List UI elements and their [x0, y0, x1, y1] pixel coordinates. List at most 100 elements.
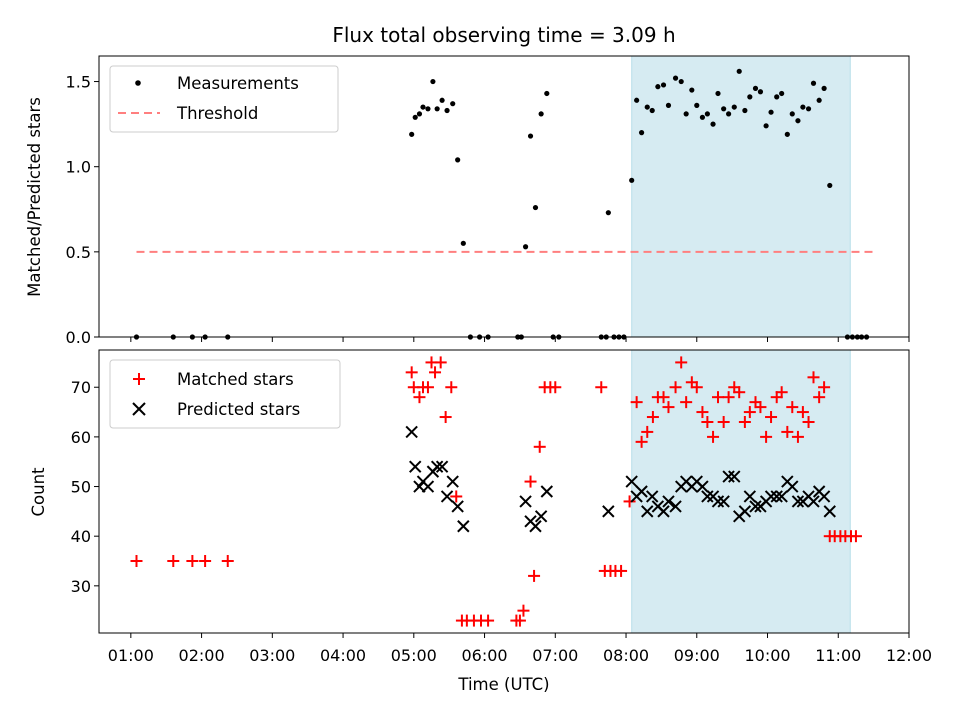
measurement-point — [779, 90, 785, 97]
matched-star-point — [701, 415, 714, 428]
measurement-point — [532, 204, 539, 211]
x-stroke-b — [696, 480, 709, 493]
x-stroke-b — [823, 505, 836, 518]
measurement-point — [731, 104, 737, 110]
x-tick-label: 04:00 — [320, 646, 366, 665]
measurement-point — [634, 97, 640, 103]
measurement-point — [409, 131, 415, 137]
matched-star-point — [657, 391, 670, 404]
matched-star-point — [167, 555, 180, 568]
measurement-point — [649, 107, 655, 114]
measurement-point — [629, 177, 635, 183]
y-tick-label: 50 — [71, 478, 91, 497]
predicted-star-point — [602, 505, 615, 518]
measurement-point — [710, 121, 716, 127]
predicted-star-point — [421, 480, 435, 493]
measurement-point — [689, 87, 695, 93]
predicted-star-point — [446, 475, 459, 488]
measurement-point — [450, 101, 456, 107]
predicted-star-point — [409, 460, 422, 473]
bottom-y-ticks: 30 40 50 60 70 — [71, 378, 99, 596]
matched-star-point — [434, 356, 447, 369]
matched-star-point — [221, 555, 234, 568]
predicted-star-point — [770, 490, 783, 503]
measurement-point — [774, 94, 780, 100]
measurement-point — [715, 90, 721, 97]
x-stroke-b — [405, 425, 418, 439]
measurement-point — [763, 123, 769, 129]
matched-star-point — [786, 401, 799, 414]
measurement-point — [420, 104, 426, 110]
measurement-point — [694, 102, 700, 108]
measurement-point — [605, 210, 611, 216]
x-tick-label: 08:00 — [603, 646, 649, 665]
matched-star-point — [646, 411, 659, 424]
matched-star-point — [675, 356, 688, 369]
matched-star-point — [722, 391, 735, 404]
x-tick-label: 06:00 — [461, 646, 507, 665]
predicted-star-point — [764, 490, 778, 503]
x-stroke-b — [749, 500, 762, 513]
x-stroke-b — [791, 495, 805, 508]
predicted-star-point — [519, 495, 532, 508]
x-stroke-b — [540, 485, 554, 498]
y-tick-label: 40 — [71, 527, 91, 546]
measurement-point — [768, 109, 774, 115]
chart-title: Flux total observing time = 3.09 h — [332, 23, 675, 47]
matched-star-point — [802, 415, 815, 428]
x-stroke-b — [641, 505, 654, 518]
matched-star-point — [528, 569, 541, 582]
measurement-point — [538, 111, 544, 117]
x-stroke-b — [457, 520, 470, 533]
x-stroke-b — [770, 490, 783, 503]
measurement-point — [434, 106, 440, 112]
measurement-point — [742, 107, 748, 114]
matched-star-point — [696, 406, 709, 419]
measurement-point — [522, 244, 529, 250]
measurement-point — [757, 89, 764, 95]
matched-star-point — [690, 381, 703, 394]
measurement-point — [665, 102, 672, 108]
x-stroke-b — [743, 490, 757, 503]
matched-star-point — [796, 406, 809, 419]
measurement-point — [800, 104, 806, 110]
matched-star-point — [413, 391, 426, 404]
legend-predicted-marker — [132, 402, 146, 416]
x-tick-label: 07:00 — [532, 646, 578, 665]
matched-star-point — [781, 425, 794, 438]
x-stroke-b — [451, 500, 464, 513]
matched-star-point — [549, 381, 562, 394]
measurement-point — [816, 97, 822, 103]
bottom-matched-points — [130, 356, 862, 627]
matched-star-point — [615, 564, 628, 577]
x-stroke-b — [602, 505, 615, 518]
bottom-legend-box — [109, 359, 341, 429]
measurement-point — [416, 111, 423, 117]
predicted-star-point — [775, 490, 788, 503]
x-tick-label: 02:00 — [179, 646, 225, 665]
measurement-point — [455, 157, 461, 163]
measurement-point — [430, 78, 436, 85]
matched-star-point — [707, 430, 720, 443]
top-axes-frame — [98, 55, 910, 338]
predicted-star-point — [786, 480, 799, 493]
predicted-star-point — [529, 520, 542, 533]
matched-star-point — [849, 530, 862, 543]
measurement-point — [412, 114, 418, 120]
x-stroke-b — [529, 520, 542, 533]
x-stroke-b — [657, 505, 670, 518]
matched-star-point — [641, 425, 654, 438]
y-tick-label: 60 — [71, 428, 91, 447]
legend-measurements-label: Measurements — [177, 74, 299, 93]
predicted-star-point — [701, 490, 714, 503]
x-stroke-b — [534, 510, 548, 523]
y-tick-label: 70 — [71, 378, 91, 397]
predicted-star-point — [807, 495, 820, 508]
x-stroke-b — [409, 460, 422, 473]
legend-matched-marker — [133, 373, 145, 385]
predicted-star-point — [625, 475, 638, 488]
bottom-legend: Matched stars Predicted stars — [109, 359, 341, 429]
x-stroke-b — [722, 470, 735, 483]
x-stroke-b — [786, 480, 799, 493]
